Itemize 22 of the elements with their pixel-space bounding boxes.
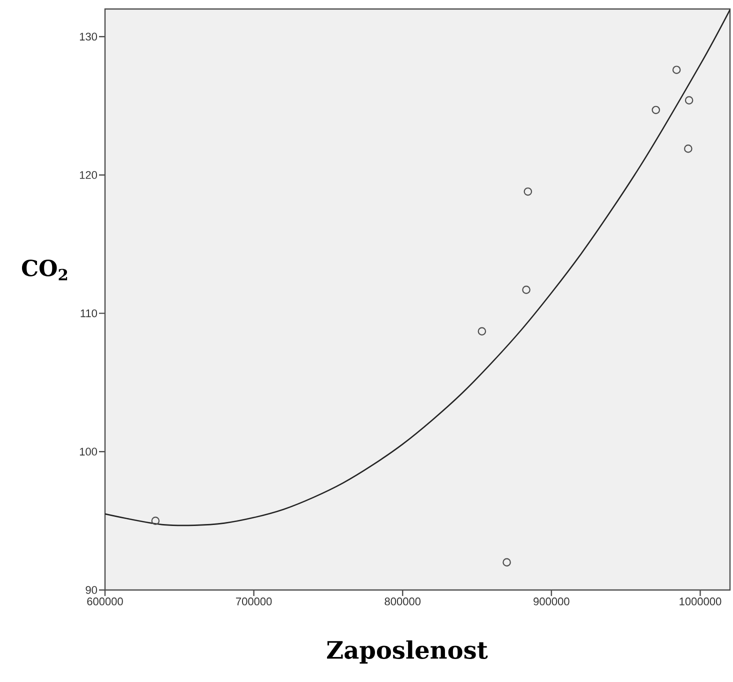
point — [524, 187, 532, 196]
x-tick-label: 700000 — [236, 598, 272, 606]
y-tick-label: 120 — [80, 171, 98, 179]
line-series — [105, 9, 730, 526]
point — [502, 558, 511, 566]
x-tick-label: 800000 — [384, 598, 421, 606]
y-tick-label: 130 — [80, 32, 98, 41]
point — [672, 66, 681, 74]
point — [478, 327, 486, 336]
y-tick-label: 90 — [86, 586, 98, 594]
point — [522, 286, 530, 294]
y-tick-label: 100 — [80, 448, 98, 456]
y-axis-title: CO$_{2}$ — [22, 260, 68, 280]
point — [652, 106, 660, 114]
x-tick-label: 900000 — [534, 598, 570, 606]
y-tick-label: 110 — [80, 309, 98, 318]
x-tick-label: 1000000 — [680, 598, 722, 606]
point — [684, 144, 692, 153]
x-axis-title: Zaposlenost — [326, 640, 488, 664]
point — [151, 516, 160, 525]
point — [684, 96, 694, 104]
x-tick-label: 600000 — [87, 598, 123, 606]
